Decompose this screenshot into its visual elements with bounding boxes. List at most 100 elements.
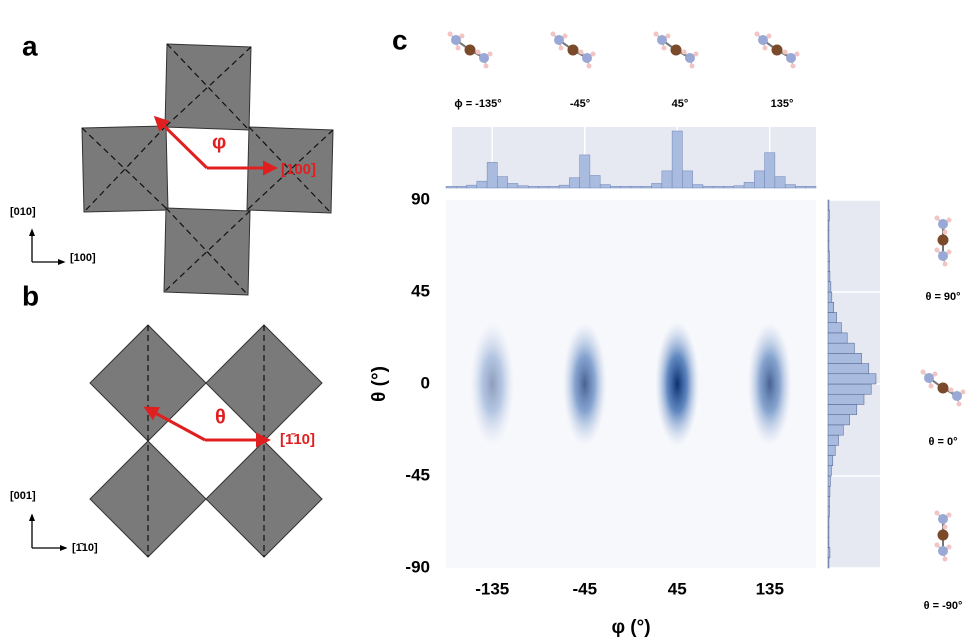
y-tick-label: -90 xyxy=(405,557,430,576)
atom-n xyxy=(938,219,948,229)
atom-h xyxy=(484,64,489,69)
atom-n xyxy=(479,53,489,63)
atom-n xyxy=(952,391,962,401)
histogram-bar xyxy=(828,445,835,455)
histogram-bar xyxy=(744,182,754,188)
histogram-bar xyxy=(539,186,549,188)
histogram-bar xyxy=(610,186,620,188)
histogram-bar xyxy=(580,155,590,188)
conformer-label: θ = 90° xyxy=(925,291,960,303)
histogram-bar xyxy=(497,177,507,188)
atom-n xyxy=(938,546,948,556)
panel-label: c xyxy=(392,24,408,55)
atom-h xyxy=(943,525,948,530)
octahedron xyxy=(90,325,206,441)
histogram-bar xyxy=(600,185,610,188)
atom-n xyxy=(657,35,667,45)
atom-n xyxy=(451,35,461,45)
histogram-bar xyxy=(828,476,830,486)
atom-n xyxy=(938,514,948,524)
atom-h xyxy=(935,216,940,221)
histogram-bar xyxy=(641,186,651,188)
histogram-bar xyxy=(828,220,829,230)
histogram-bar xyxy=(703,186,713,188)
atom-h xyxy=(654,32,659,37)
histogram-bar xyxy=(828,466,831,476)
density-peak xyxy=(748,322,792,446)
histogram-bar xyxy=(828,251,829,261)
histogram-bar xyxy=(724,186,734,188)
histogram-bar xyxy=(828,527,829,537)
atom-h xyxy=(943,557,948,562)
conformer-label: 135° xyxy=(771,98,794,110)
histogram-bar xyxy=(828,384,871,394)
histogram-bar xyxy=(828,343,854,353)
conformer-label: -45° xyxy=(570,98,590,110)
histogram-bar xyxy=(518,186,528,188)
panel-label: a xyxy=(22,30,38,61)
y-tick-label: 90 xyxy=(411,189,430,208)
octahedron xyxy=(164,208,250,295)
histogram-bar xyxy=(828,210,829,220)
histogram-bar xyxy=(828,496,829,506)
histogram-bar xyxy=(828,517,829,527)
atom-h xyxy=(929,384,934,389)
histogram-bar xyxy=(828,456,833,466)
histogram-bar xyxy=(828,323,841,333)
direction-label: [1̄10] xyxy=(280,431,315,448)
density-peak xyxy=(655,322,699,446)
atom-h xyxy=(476,50,481,55)
atom-c xyxy=(671,45,682,56)
atom-h xyxy=(791,64,796,69)
histogram-bar xyxy=(828,292,832,302)
conformer-label: θ = 0° xyxy=(929,436,958,448)
atom-n xyxy=(786,53,796,63)
axis-label: [1̄10] xyxy=(72,542,98,554)
x-tick-label: 135 xyxy=(756,579,784,598)
histogram-bar xyxy=(559,185,569,188)
histogram-bar xyxy=(590,175,600,188)
histogram-bar xyxy=(662,171,672,188)
histogram-bar xyxy=(528,186,538,188)
histogram-bar xyxy=(828,312,837,322)
histogram-bar xyxy=(734,186,744,188)
x-axis-label: φ (°) xyxy=(611,617,650,638)
axis-label: [100] xyxy=(70,252,96,264)
atom-n xyxy=(582,53,592,63)
histogram-bar xyxy=(828,548,830,558)
density-peak xyxy=(470,322,514,446)
atom-c xyxy=(938,530,949,541)
histogram-bar xyxy=(693,185,703,188)
atom-h xyxy=(935,511,940,516)
histogram-bar xyxy=(487,162,497,188)
y-axis-label: θ (°) xyxy=(369,366,390,402)
density-peak xyxy=(563,322,607,446)
atom-h xyxy=(755,32,760,37)
histogram-bar xyxy=(765,153,775,188)
histogram-bar xyxy=(828,241,829,251)
atom-n xyxy=(685,53,695,63)
histogram-bar xyxy=(672,131,682,188)
atom-h xyxy=(943,262,948,267)
histogram-bar xyxy=(828,425,843,435)
atom-n xyxy=(554,35,564,45)
histogram-bar xyxy=(795,186,805,188)
octahedron xyxy=(82,126,168,212)
x-tick-label: 45 xyxy=(668,579,687,598)
histogram-bar xyxy=(828,231,829,241)
histogram-bar xyxy=(446,186,456,188)
histogram-bar xyxy=(775,177,785,188)
atom-h xyxy=(682,50,687,55)
atom-h xyxy=(559,46,564,51)
histogram-bar xyxy=(828,507,829,517)
atom-h xyxy=(949,388,954,393)
atom-h xyxy=(957,402,962,407)
atom-h xyxy=(587,64,592,69)
histogram-bar xyxy=(549,186,559,188)
histogram-bar xyxy=(828,486,830,496)
histogram-bar xyxy=(477,181,487,188)
panel-b: b θ [1̄10] [001] [1̄10] xyxy=(10,280,322,557)
atom-h xyxy=(783,50,788,55)
histogram-bar xyxy=(828,302,834,312)
atom-h xyxy=(935,543,940,548)
